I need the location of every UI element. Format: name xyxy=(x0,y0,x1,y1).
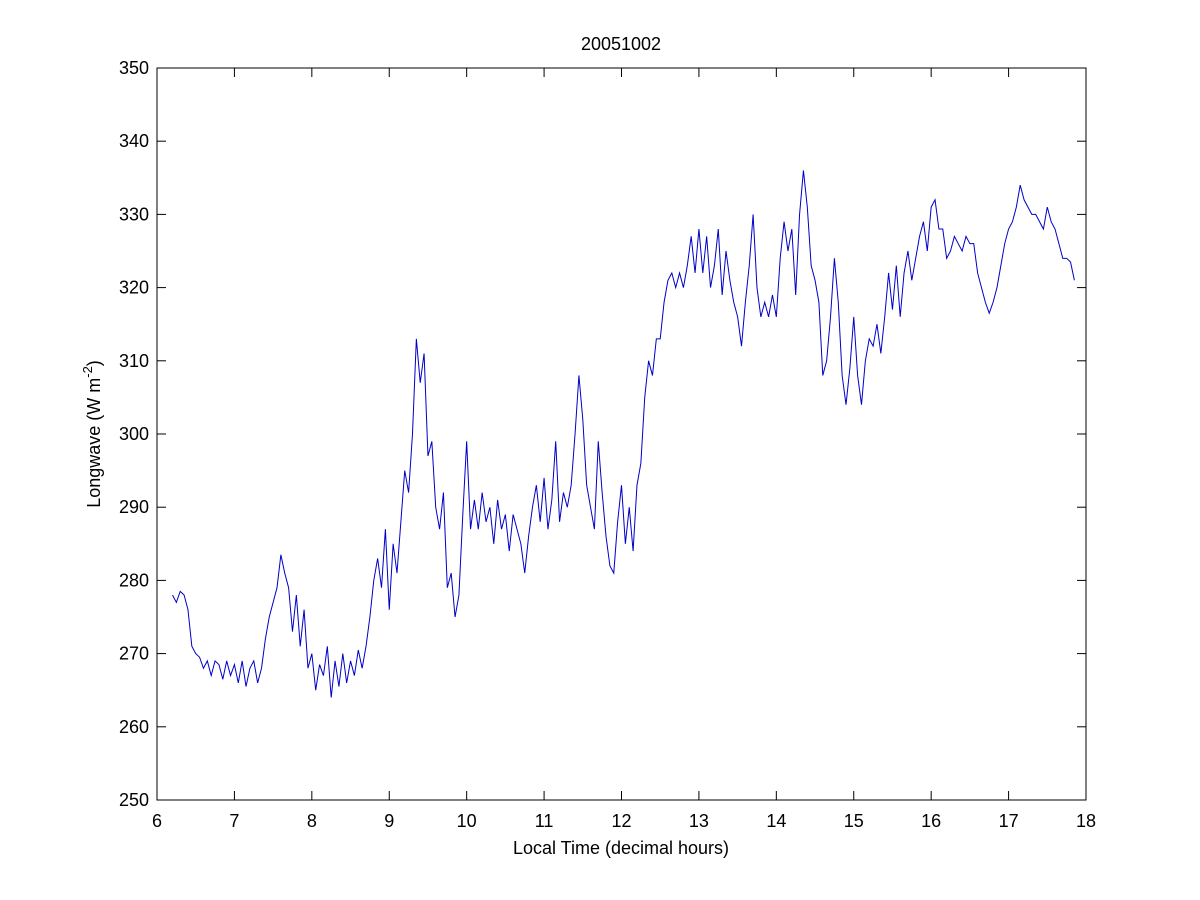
y-label-end: ) xyxy=(84,360,104,366)
x-tick-label: 7 xyxy=(229,811,239,831)
x-tick-label: 15 xyxy=(844,811,864,831)
y-tick-label: 260 xyxy=(119,717,149,737)
y-axis-label: Longwave (W m-2) xyxy=(80,360,104,508)
x-tick-label: 14 xyxy=(766,811,786,831)
x-tick-label: 9 xyxy=(384,811,394,831)
x-tick-label: 11 xyxy=(535,811,554,831)
x-tick-label: 10 xyxy=(457,811,477,831)
y-tick-label: 310 xyxy=(119,351,149,371)
x-axis-label: Local Time (decimal hours) xyxy=(513,838,729,858)
y-tick-label: 330 xyxy=(119,204,149,224)
x-tick-label: 17 xyxy=(999,811,1019,831)
x-tick-label: 6 xyxy=(152,811,162,831)
x-tick-label: 13 xyxy=(689,811,709,831)
x-tick-label: 18 xyxy=(1076,811,1096,831)
chart-title: 20051002 xyxy=(581,34,661,54)
y-tick-label: 350 xyxy=(119,58,149,78)
x-tick-label: 16 xyxy=(921,811,941,831)
y-tick-label: 340 xyxy=(119,131,149,151)
y-tick-label: 250 xyxy=(119,790,149,810)
y-label-main: Longwave (W m xyxy=(84,378,104,508)
y-tick-label: 290 xyxy=(119,497,149,517)
y-tick-label: 300 xyxy=(119,424,149,444)
y-tick-label: 280 xyxy=(119,570,149,590)
plot-box xyxy=(156,67,1087,801)
y-tick-label: 320 xyxy=(119,278,149,298)
y-label-sup: -2 xyxy=(80,366,95,378)
x-tick-label: 8 xyxy=(307,811,317,831)
y-tick-label: 270 xyxy=(119,644,149,664)
x-tick-label: 12 xyxy=(611,811,631,831)
data-line xyxy=(172,170,1075,698)
